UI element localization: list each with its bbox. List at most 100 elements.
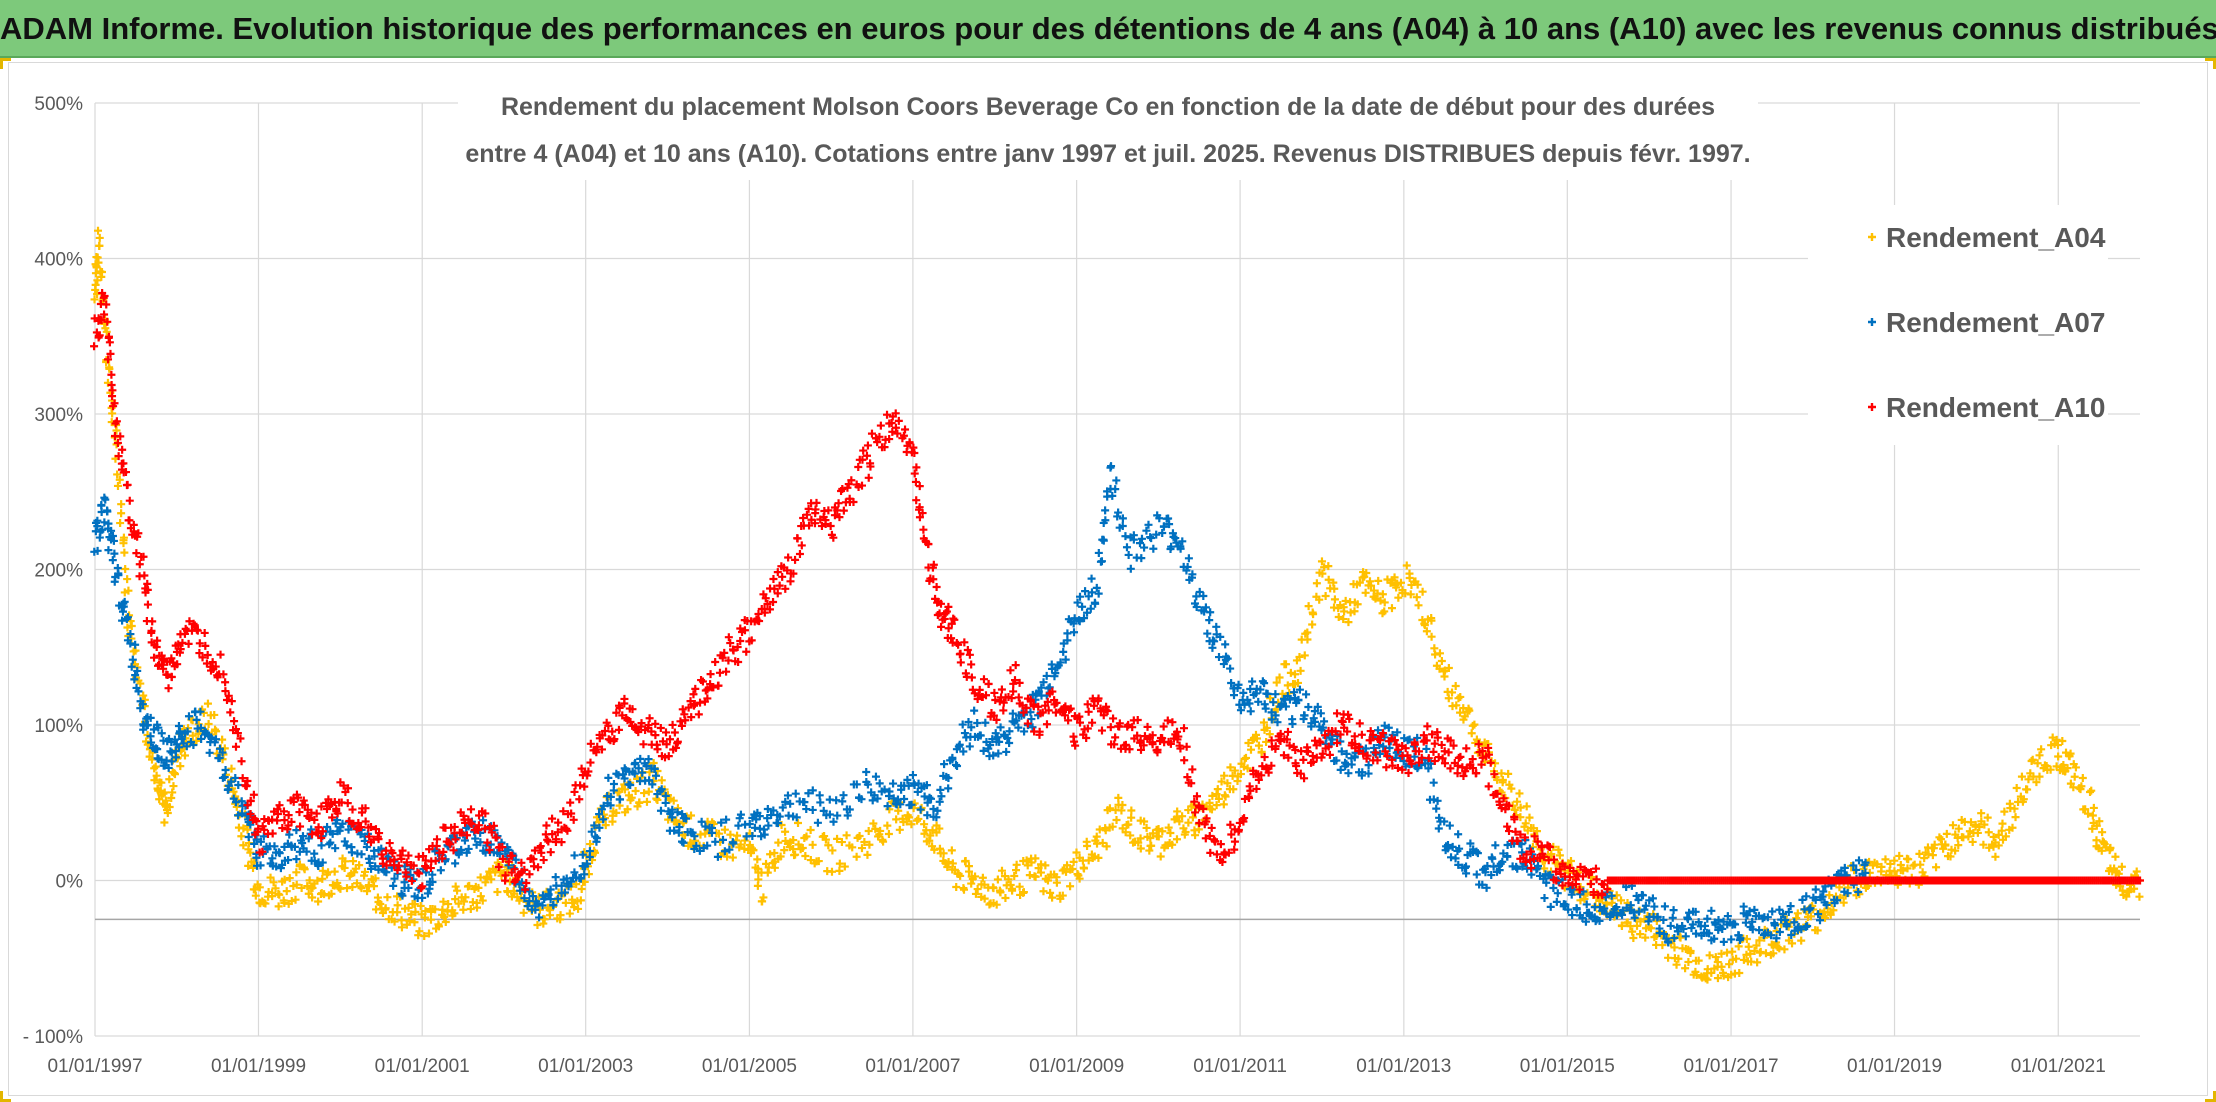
data-point [1664, 938, 1673, 947]
data-point [671, 743, 680, 752]
data-point [295, 862, 304, 871]
data-point [720, 847, 729, 856]
data-point [152, 771, 161, 780]
data-point [126, 630, 135, 639]
data-point [1180, 756, 1189, 765]
data-point [1767, 931, 1776, 940]
data-point [1087, 588, 1096, 597]
data-point [1152, 530, 1161, 539]
data-point [642, 797, 651, 806]
data-point [661, 791, 670, 800]
data-point [99, 293, 108, 302]
data-point [1670, 943, 1679, 952]
data-point [1634, 895, 1643, 904]
data-point [1376, 596, 1385, 605]
data-point [1046, 888, 1055, 897]
data-point [251, 891, 260, 900]
data-point [1984, 828, 1993, 837]
data-point [1109, 714, 1118, 723]
data-point [742, 647, 751, 656]
data-point [829, 533, 838, 542]
data-point [907, 800, 916, 809]
data-point [112, 440, 121, 449]
data-point [1516, 830, 1525, 839]
data-point [1679, 924, 1688, 933]
data-point [1525, 813, 1534, 822]
data-point [1212, 790, 1221, 799]
data-point [314, 861, 323, 870]
data-point [1316, 709, 1325, 718]
data-point [1205, 832, 1214, 841]
data-point [1291, 670, 1300, 679]
data-point [1205, 616, 1214, 625]
data-point [713, 852, 722, 861]
data-point [1300, 711, 1309, 720]
data-point [848, 843, 857, 852]
data-point [1124, 550, 1133, 559]
data-point [1498, 857, 1507, 866]
data-point [619, 770, 628, 779]
data-point [1918, 868, 1927, 877]
data-point [567, 809, 576, 818]
data-point [845, 805, 854, 814]
data-point [912, 496, 921, 505]
data-point [553, 894, 562, 903]
data-point [1434, 753, 1443, 762]
data-point [504, 857, 513, 866]
data-point [1660, 929, 1668, 938]
data-point [789, 569, 798, 578]
data-point [117, 500, 126, 509]
data-point [431, 856, 440, 865]
data-point [522, 879, 531, 888]
data-point [1224, 848, 1233, 857]
data-point [357, 884, 366, 893]
data-point [211, 662, 220, 671]
data-point [1344, 618, 1353, 627]
data-point [1026, 695, 1035, 704]
data-point [1159, 722, 1168, 731]
data-point [360, 871, 369, 880]
data-point [591, 848, 600, 857]
data-point [1026, 708, 1035, 717]
data-point [310, 849, 319, 858]
data-point [168, 788, 177, 797]
data-point [967, 673, 976, 682]
data-point [92, 263, 101, 272]
data-point [305, 876, 314, 885]
data-point [1191, 831, 1200, 840]
data-point [478, 896, 487, 905]
data-point [256, 861, 265, 870]
data-point [1202, 814, 1211, 823]
data-point [1191, 808, 1200, 817]
data-point [1941, 840, 1950, 849]
data-point [459, 905, 468, 914]
data-point [835, 513, 844, 522]
data-point [867, 429, 876, 438]
data-point [1595, 916, 1604, 925]
data-point [382, 868, 391, 877]
data-point [274, 902, 283, 911]
data-point [108, 409, 117, 418]
data-point [535, 913, 544, 922]
data-point [569, 815, 578, 824]
data-point [1761, 949, 1770, 958]
data-point [1582, 900, 1591, 909]
data-point [212, 727, 221, 736]
data-point [2070, 772, 2079, 781]
data-point [198, 653, 207, 662]
data-point [916, 805, 925, 814]
data-point [1084, 707, 1093, 716]
data-point [200, 628, 209, 637]
data-point [791, 850, 800, 859]
data-point [1462, 869, 1471, 878]
data-point [1166, 545, 1175, 554]
data-point [989, 884, 998, 893]
data-point [1006, 880, 1015, 889]
data-point [370, 882, 379, 891]
data-point [438, 854, 447, 863]
data-point [534, 863, 543, 872]
data-point [990, 688, 999, 697]
data-point [1044, 706, 1053, 715]
data-point [1343, 727, 1352, 736]
data-point [1445, 821, 1454, 830]
